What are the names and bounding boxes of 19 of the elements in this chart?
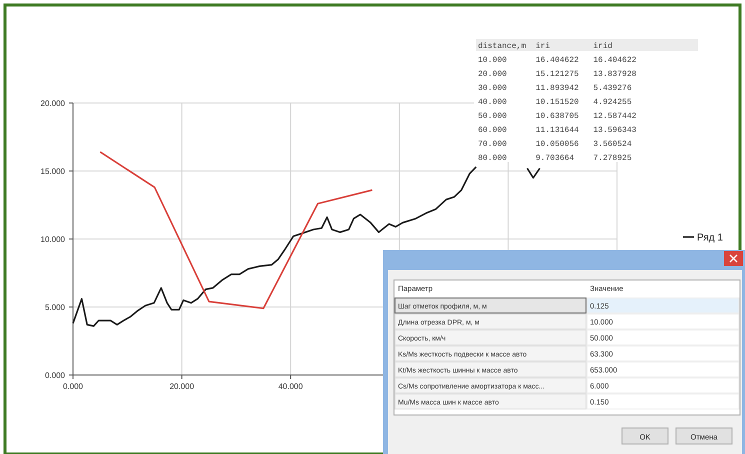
text: distance,m iri irid: [478, 42, 612, 51]
y-tick-label: 0.000: [44, 370, 66, 380]
line-series: [99, 151, 373, 310]
annotation: 70.000 10.050056 3.560524: [478, 140, 632, 149]
y-tick-label: 5.000: [44, 302, 66, 312]
x-tick-label: 40.000: [278, 382, 304, 391]
text: 30.000 11.893942 5.439276: [478, 84, 632, 93]
annotation: 40.000 10.151520 4.924255: [478, 98, 632, 107]
y-tick-label: 15.000: [40, 166, 66, 176]
annotation: 60.000 11.131644 13.596343: [478, 126, 637, 135]
annotation: 80.000 9.703664 7.278925: [478, 154, 632, 163]
annotation: 50.000 10.638705 12.587442: [478, 112, 637, 121]
text: 20.000 15.121275 13.837928: [478, 70, 636, 79]
x-tick-label: 20.000: [170, 382, 195, 391]
legend-label: Ряд 1: [697, 232, 724, 244]
x-tick-label: 0.000: [62, 382, 84, 391]
text: 10.000 16.404622 16.404622: [478, 56, 636, 65]
y-tick-label: 20.000: [40, 98, 66, 108]
y-tick-label: 10.000: [40, 234, 66, 244]
